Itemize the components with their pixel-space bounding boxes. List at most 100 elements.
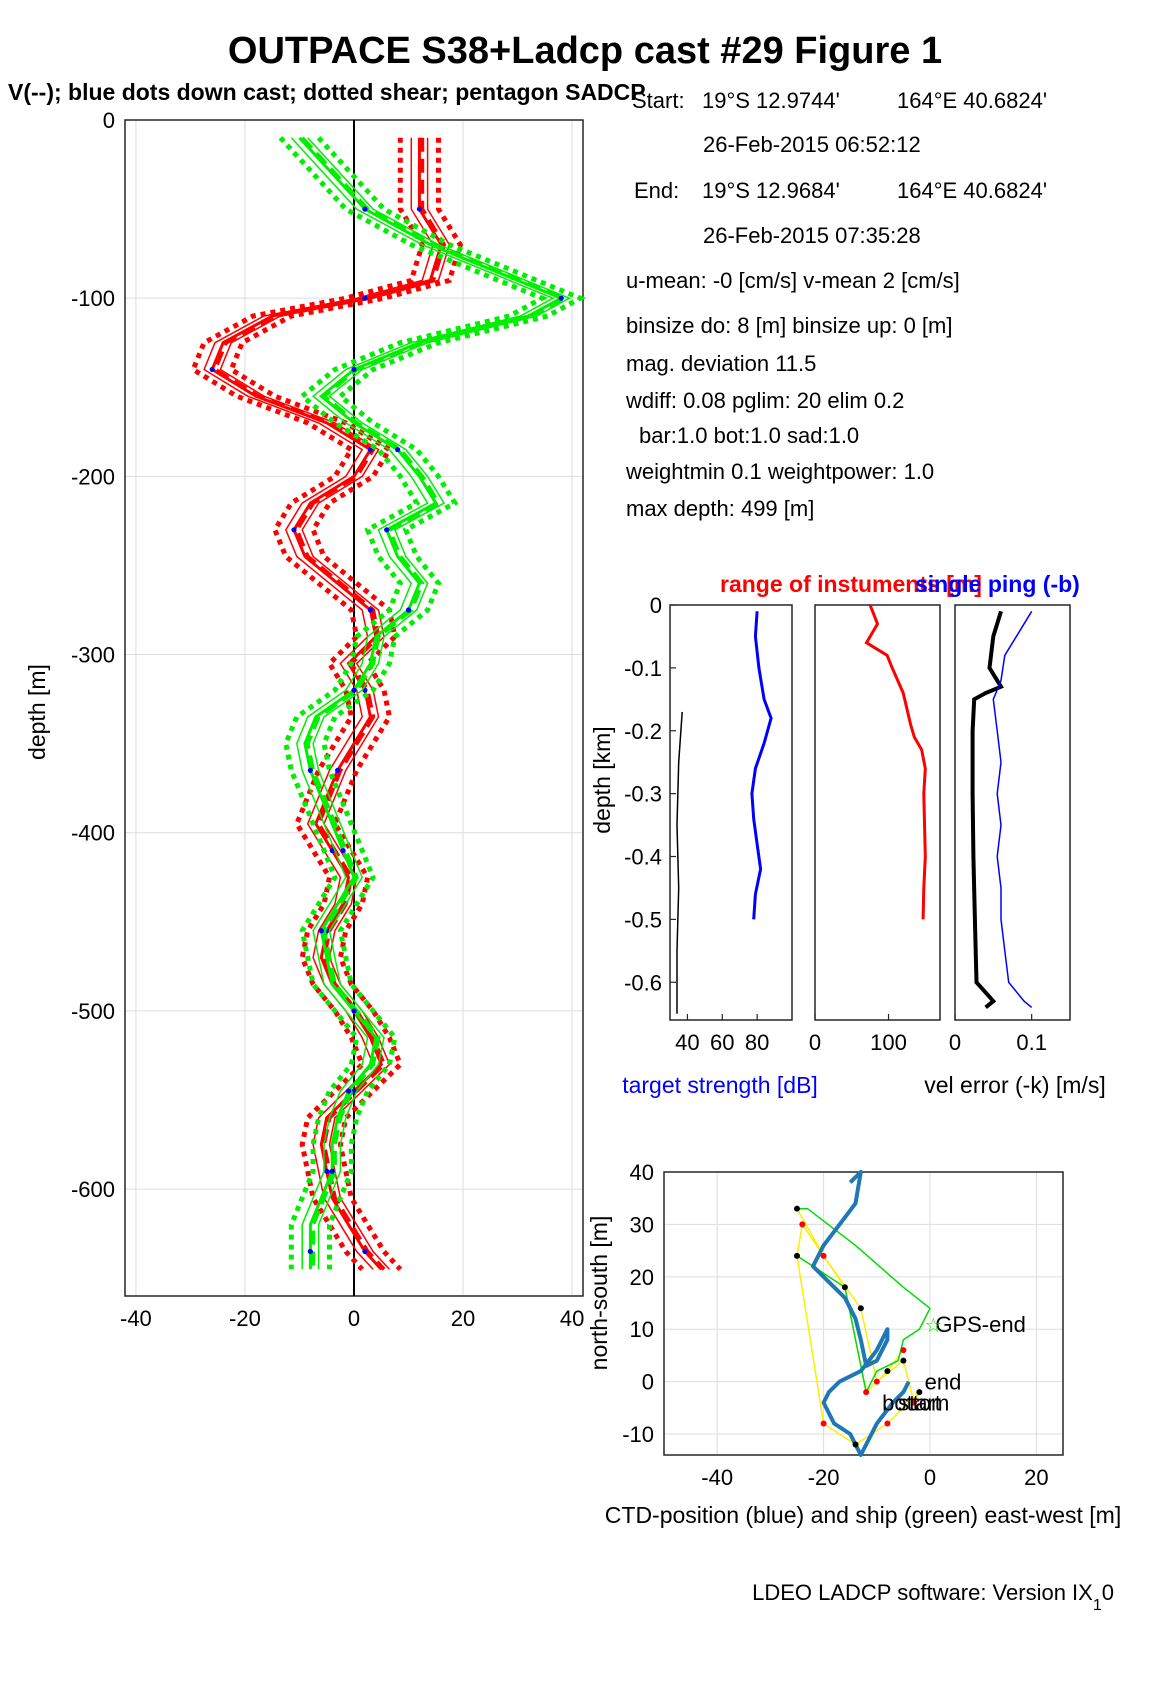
start-lon: 164°E 40.6824'	[897, 88, 1047, 113]
position-marker	[799, 1221, 806, 1228]
cast-info: Start: 19°S 12.9744' 164°E 40.6824' 26-F…	[625, 88, 1047, 521]
panel-ytick-label: 0	[650, 593, 662, 618]
profile-series-red-line	[219, 137, 451, 1270]
profile-ytick-label: -300	[71, 643, 115, 668]
instrument-range-plot: 0 100	[809, 604, 941, 1055]
wdiff-settings: wdiff: 0.08 pglim: 20 elim 0.2	[625, 388, 904, 413]
panel-xtick-label: 100	[870, 1030, 907, 1055]
downcast-dot	[329, 847, 335, 854]
start-lat: 19°S 12.9744'	[702, 88, 840, 113]
downcast-dot	[340, 847, 346, 854]
plot-range-frame	[814, 604, 941, 1021]
downcast-dot	[351, 366, 357, 373]
target-strength-xlabel: target strength [dB]	[622, 1072, 818, 1098]
magnetic-deviation: mag. deviation 11.5	[626, 351, 816, 376]
downcast-dot	[307, 1248, 313, 1255]
start-time: 26-Feb-2015 06:52:12	[703, 132, 921, 157]
profile-series-green-line	[307, 137, 572, 1270]
position-marker	[863, 1389, 870, 1396]
position-marker	[884, 1420, 891, 1427]
figure-subtitle: V(--); blue dots down cast; dotted shear…	[8, 79, 646, 105]
depth-m-label: depth [m]	[24, 664, 50, 760]
position-frame	[663, 1171, 1064, 1456]
position-marker	[852, 1441, 859, 1448]
position-marker	[900, 1347, 907, 1354]
downcast-dot	[351, 1008, 357, 1014]
position-annotation-end: end	[925, 1370, 962, 1395]
position-ytick-label: 20	[630, 1265, 654, 1290]
position-marker	[911, 1399, 918, 1406]
plot-ts-series-black	[676, 711, 683, 1014]
profile-series-green-line	[278, 136, 548, 1270]
profile-xtick-label: 0	[348, 1306, 360, 1331]
position-marker	[873, 1378, 880, 1385]
position-plot: -40 -20 0 20 40 30 20 10 0 -10 GPS-end endbottomsta…	[622, 1160, 1064, 1490]
ctd-track-line	[811, 1170, 911, 1457]
software-version-subscript: 1	[1093, 1597, 1102, 1614]
panel-ytick-label: -0.3	[624, 782, 662, 807]
position-marker	[841, 1284, 848, 1291]
profile-ytick-label: 0	[103, 108, 115, 133]
mean-velocity: u-mean: -0 [cm/s] v-mean 2 [cm/s]	[626, 268, 960, 293]
downcast-dot	[367, 607, 373, 613]
position-ytick-label: -10	[622, 1422, 654, 1447]
downcast-dot	[405, 607, 412, 613]
gps-end-star-icon: ☆	[924, 1315, 942, 1337]
position-marker	[900, 1357, 907, 1364]
velocity-profile-plot: -40 -20 0 20 400-100-200-300-400-500-600	[71, 108, 587, 1331]
position-xlabel: CTD-position (blue) and ship (green) eas…	[605, 1502, 1121, 1528]
panel-xtick-label: 0	[949, 1030, 961, 1055]
downcast-dot	[335, 767, 341, 773]
position-marker	[916, 1389, 923, 1396]
position-xtick-label: 0	[924, 1465, 936, 1490]
panel-xtick-label: 0.1	[1016, 1030, 1047, 1055]
range-plot-title: range of instuments [m]	[720, 571, 982, 597]
panel-xtick-label: 60	[710, 1030, 734, 1055]
position-marker	[794, 1252, 800, 1259]
end-lat: 19°S 12.9684'	[702, 178, 840, 203]
panel-ytick-label: -0.2	[624, 719, 662, 744]
profile-series-red-line	[203, 137, 434, 1270]
profile-xtick-label: 40	[560, 1306, 584, 1331]
position-ytick-label: 40	[630, 1160, 654, 1185]
start-label: Start:	[632, 88, 685, 113]
figure-title: OUTPACE S38+Ladcp cast #29 Figure 1	[228, 30, 942, 72]
panel-ytick-label: -0.5	[624, 907, 662, 932]
position-ytick-label: 10	[630, 1317, 654, 1342]
position-marker	[820, 1420, 827, 1427]
end-lon: 164°E 40.6824'	[897, 178, 1047, 203]
downcast-dot	[291, 527, 297, 533]
downcast-dot	[209, 366, 215, 373]
profile-xtick-label: -40	[120, 1306, 152, 1331]
position-marker	[857, 1305, 864, 1312]
profile-xtick-label: 20	[451, 1306, 475, 1331]
profile-ytick-label: -100	[71, 286, 115, 311]
panel-xtick-label: 40	[675, 1030, 699, 1055]
downcast-dot	[558, 295, 564, 301]
target-strength-plot: 40 60 80 0 -0.1 -0.2 -0.3 -0.4 -0.5 -0.6	[624, 593, 793, 1055]
plot-ts-series-blue	[750, 611, 773, 920]
velocity-error-plot: 0 0.1	[949, 604, 1071, 1055]
plot-ts-frame	[669, 604, 793, 1021]
velocity-error-xlabel: vel error (-k) [m/s]	[924, 1072, 1105, 1098]
panel-ytick-label: -0.6	[624, 970, 662, 995]
position-xtick-label: -20	[808, 1465, 840, 1490]
plot-err-frame	[954, 604, 1071, 1021]
downcast-dot	[345, 1088, 352, 1094]
end-time: 26-Feb-2015 07:35:28	[703, 223, 921, 248]
downcast-dot	[351, 687, 357, 693]
software-version-text: LDEO LADCP software: Version IX	[752, 1580, 1093, 1605]
weight-settings: weightmin 0.1 weightpower: 1.0	[625, 459, 934, 484]
downcast-dot	[307, 767, 313, 773]
position-annotation-start: start	[898, 1391, 941, 1416]
position-marker	[794, 1205, 800, 1212]
downcast-dot	[395, 447, 401, 453]
profile-ytick-label: -500	[71, 999, 115, 1024]
profile-series-green-line	[290, 137, 555, 1270]
position-ytick-label: 30	[630, 1212, 654, 1237]
downcast-dot	[362, 206, 368, 212]
position-annotation-bottom: bottom	[882, 1391, 949, 1416]
software-version: LDEO LADCP software: Version IX10	[752, 1580, 1114, 1614]
position-annotation-gps-end: GPS-end	[935, 1312, 1026, 1337]
